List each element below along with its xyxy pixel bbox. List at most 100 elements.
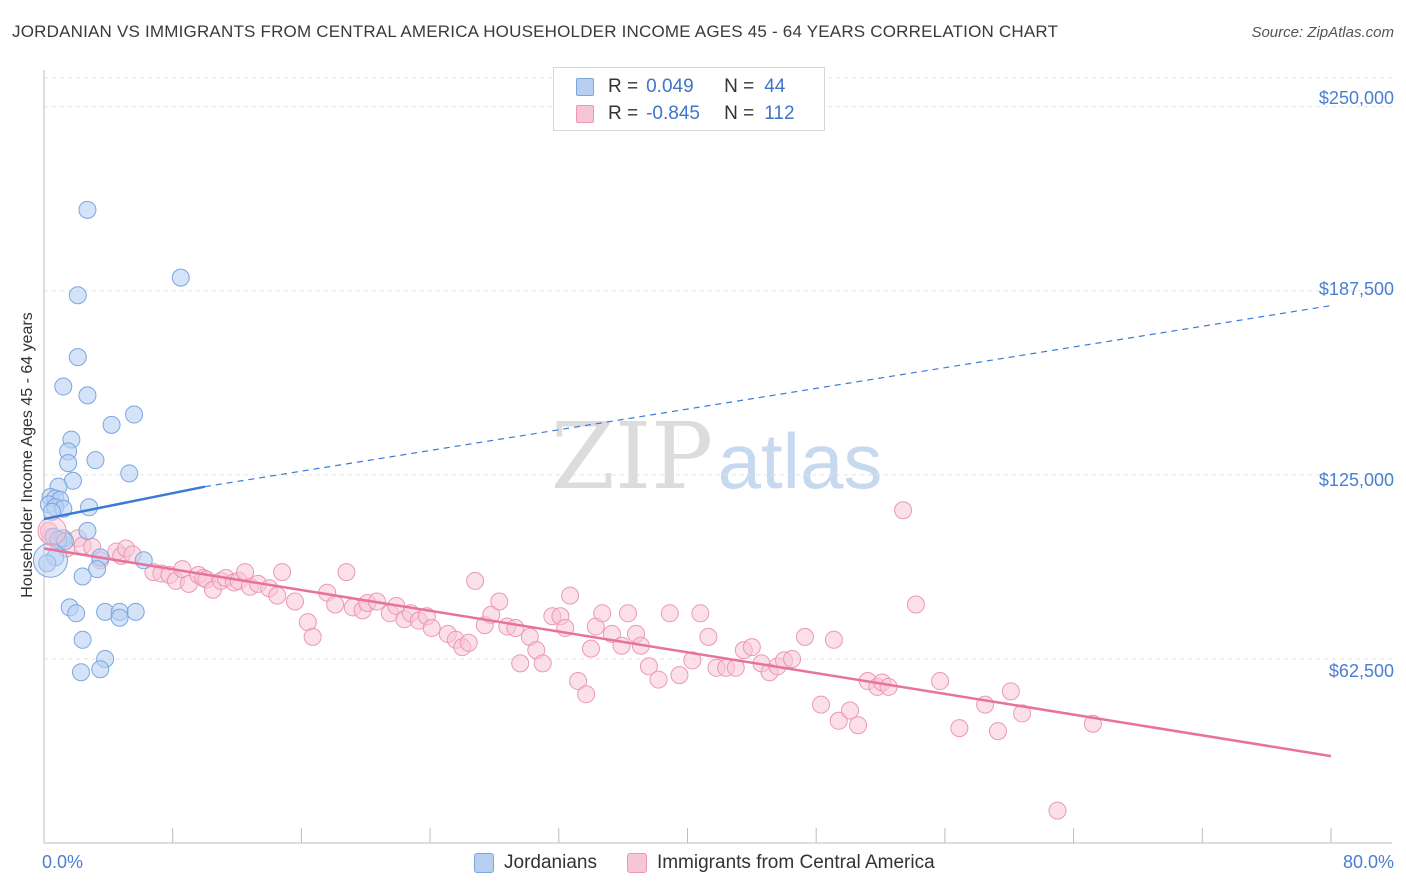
y-axis-label: Householder Income Ages 45 - 64 years xyxy=(19,312,36,598)
jordanian-point-0 xyxy=(78,200,97,219)
central-america-point-67 xyxy=(577,685,596,704)
legend-n-value: 112 xyxy=(764,103,795,124)
jordanian-point-7 xyxy=(102,415,121,434)
legend-item-central-america[interactable]: Immigrants from Central America xyxy=(626,852,935,874)
central-america-point-94 xyxy=(812,695,831,714)
central-america-point-61 xyxy=(533,654,552,673)
central-america-point-66 xyxy=(569,672,588,691)
central-america-point-70 xyxy=(593,604,612,623)
y-tick-label-62500: $62,500 xyxy=(1328,661,1394,681)
jordanian-point-35 xyxy=(67,604,86,623)
central-america-point-87 xyxy=(742,638,761,657)
y-tick-label-187500: $187,500 xyxy=(1318,279,1394,299)
central-america-point-79 xyxy=(670,666,689,685)
jordanian-point-27 xyxy=(55,532,74,551)
central-america-point-82 xyxy=(699,627,718,646)
legend-r-value: -0.845 xyxy=(646,103,700,124)
y-tick-label-250000: $250,000 xyxy=(1318,88,1394,108)
jordanian-point-40 xyxy=(73,630,92,649)
central-america-point-large xyxy=(37,516,67,546)
central-america-point-93 xyxy=(795,627,814,646)
central-america-point-55 xyxy=(490,592,509,611)
x-tick-label-min: 0.0% xyxy=(42,852,84,872)
jordanian-point-23 xyxy=(78,521,97,540)
y-tick-label-125000: $125,000 xyxy=(1318,470,1394,490)
jordanian-point-12 xyxy=(120,464,139,483)
jordanian-point-4 xyxy=(54,377,73,396)
central-america-point-57 xyxy=(506,619,525,638)
central-america-point-105 xyxy=(931,672,950,691)
jordanian-point-2 xyxy=(68,286,87,305)
central-america-point-29 xyxy=(273,563,292,582)
central-america-point-95 xyxy=(824,630,843,649)
legend-swatch-blue xyxy=(576,78,594,96)
legend-swatch-pink xyxy=(576,105,594,123)
jordanian-point-42 xyxy=(91,660,110,679)
jordanian-point-20 xyxy=(80,498,99,517)
chart-title: JORDANIAN VS IMMIGRANTS FROM CENTRAL AME… xyxy=(12,22,1059,41)
central-america-point-52 xyxy=(466,571,485,590)
central-america-point-92 xyxy=(783,649,802,668)
central-america-point-77 xyxy=(649,670,668,689)
jordanian-point-1 xyxy=(171,268,190,287)
jordanian-point-3 xyxy=(68,348,87,367)
jordanian-point-31 xyxy=(38,554,57,573)
legend-swatch-blue xyxy=(474,853,494,873)
central-america-point-35 xyxy=(326,595,345,614)
central-america-point-58 xyxy=(511,654,530,673)
central-america-point-110 xyxy=(1013,704,1032,723)
jordanian-point-10 xyxy=(86,451,105,470)
central-america-point-106 xyxy=(950,719,969,738)
central-america-point-47 xyxy=(422,619,441,638)
legend-r-label: R = xyxy=(608,103,639,124)
central-america-point-36 xyxy=(337,563,356,582)
central-america-point-51 xyxy=(459,633,478,652)
legend-row-jordanians: R = 0.049 N = 44 xyxy=(576,76,785,98)
central-america-point-71 xyxy=(602,624,621,643)
central-america-point-68 xyxy=(581,639,600,658)
legend-n-label: N = xyxy=(724,103,755,124)
source-label: Source: ZipAtlas.com xyxy=(1251,24,1394,41)
jordanian-point-39 xyxy=(110,608,129,627)
central-america-point-64 xyxy=(561,586,580,605)
central-america-point-33 xyxy=(303,627,322,646)
jordanian-point-11 xyxy=(59,454,78,473)
legend-label-central-america: Immigrants from Central America xyxy=(656,852,935,873)
watermark-atlas: atlas xyxy=(718,417,883,505)
watermark-zip: ZIP xyxy=(551,403,713,510)
legend-item-jordanians[interactable]: Jordanians xyxy=(474,852,597,874)
jordanian-point-5 xyxy=(78,386,97,405)
legend-label-jordanians: Jordanians xyxy=(504,852,597,873)
stats-legend: R = 0.049 N = 44 R = -0.845 N = 112 xyxy=(553,67,825,131)
jordanian-trend-line xyxy=(43,485,206,521)
jordanian-point-43 xyxy=(72,663,91,682)
legend-r-value: 0.049 xyxy=(646,76,694,97)
legend-n-label: N = xyxy=(724,76,755,97)
central-america-point-31 xyxy=(285,592,304,611)
central-america-point-111 xyxy=(1048,801,1067,820)
central-america-point-81 xyxy=(691,604,710,623)
jordanian-point-32 xyxy=(88,560,107,579)
central-america-point-78 xyxy=(660,604,679,623)
central-america-point-73 xyxy=(618,604,637,623)
central-america-point-76 xyxy=(639,657,658,676)
series-legend: Jordanians Immigrants from Central Ameri… xyxy=(474,852,965,874)
central-america-point-96 xyxy=(829,711,848,730)
central-america-point-104 xyxy=(906,595,925,614)
x-tick-label-max: 80.0% xyxy=(1342,852,1394,872)
legend-row-central-america: R = -0.845 N = 112 xyxy=(576,103,795,125)
legend-n-value: 44 xyxy=(764,76,786,97)
legend-r-label: R = xyxy=(608,76,639,97)
central-america-point-98 xyxy=(849,716,868,735)
jordanian-point-33 xyxy=(73,567,92,586)
central-america-point-97 xyxy=(840,701,859,720)
central-america-point-108 xyxy=(988,722,1007,741)
central-america-trend-line xyxy=(43,547,1332,758)
jordanian-point-38 xyxy=(126,602,145,621)
jordanian-point-6 xyxy=(125,405,144,424)
central-america-point-109 xyxy=(1001,682,1020,701)
legend-swatch-pink xyxy=(626,853,647,873)
jordanian-trend-extrapolated xyxy=(204,304,1332,488)
central-america-point-103 xyxy=(894,501,913,520)
